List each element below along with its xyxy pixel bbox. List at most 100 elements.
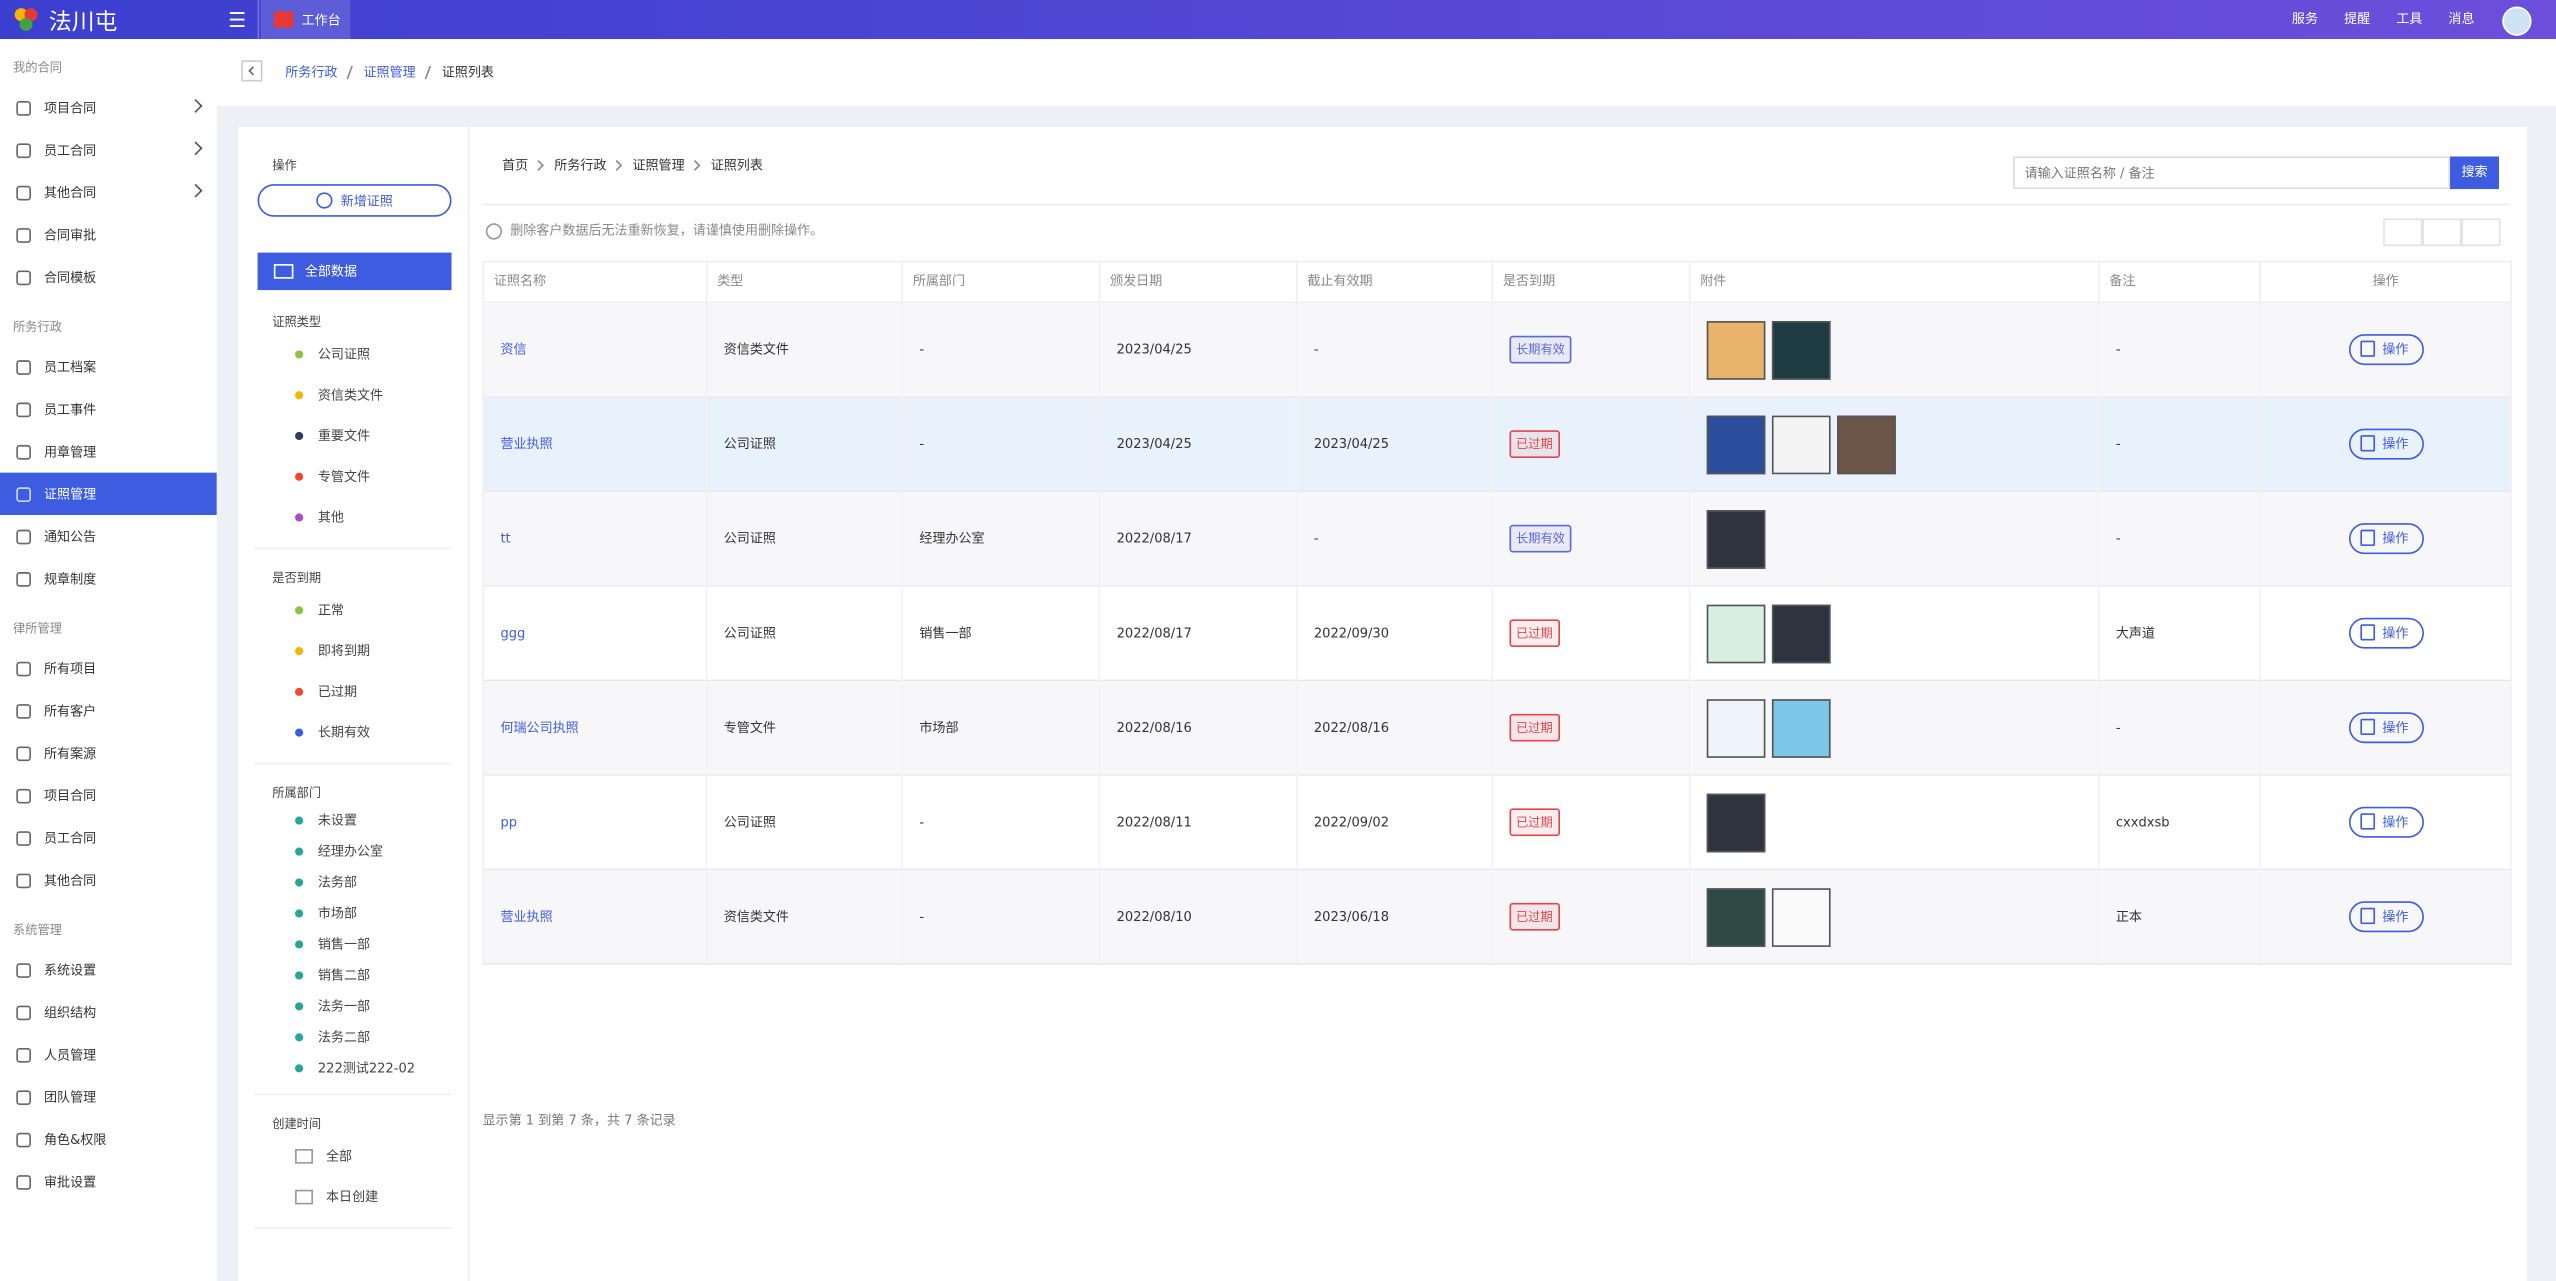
filter-item[interactable]: 未设置 xyxy=(254,805,451,836)
cell-attachments xyxy=(1690,870,2100,965)
toolbar-button[interactable] xyxy=(2422,218,2462,247)
header-link[interactable]: 提醒 xyxy=(2344,11,2371,27)
tab[interactable]: 工作台 xyxy=(260,0,351,40)
thumbnail[interactable] xyxy=(1771,320,1831,379)
nav-item[interactable]: 团队管理 xyxy=(0,1076,217,1118)
action-button[interactable]: 操作 xyxy=(2348,901,2424,933)
nav-item[interactable]: 员工合同 xyxy=(0,129,217,171)
cell-type: 专管文件 xyxy=(707,681,904,776)
filter-item[interactable]: 长期有效 xyxy=(254,712,451,753)
nav-item[interactable]: 项目合同 xyxy=(0,86,217,128)
add-button[interactable]: 新增证照 xyxy=(257,184,452,217)
header-link[interactable]: 消息 xyxy=(2448,11,2475,27)
cell-name[interactable]: 何瑞公司执照 xyxy=(484,681,708,776)
action-button[interactable]: 操作 xyxy=(2348,428,2424,460)
filter-dot xyxy=(295,1033,304,1042)
nav-icon xyxy=(16,1089,31,1105)
all-data[interactable]: 全部数据 xyxy=(257,252,452,291)
thumbnail[interactable] xyxy=(1706,603,1766,663)
filter-item[interactable]: 销售二部 xyxy=(254,960,451,991)
cell-name[interactable]: 营业执照 xyxy=(484,870,708,965)
nav-item[interactable]: 证照管理 xyxy=(0,472,217,516)
breadcrumb-item[interactable]: 首页 xyxy=(502,158,529,173)
filter-item[interactable]: 市场部 xyxy=(254,898,451,929)
action-button[interactable]: 操作 xyxy=(2348,617,2424,649)
action-button[interactable]: 操作 xyxy=(2348,334,2424,366)
action-button[interactable]: 操作 xyxy=(2348,712,2424,744)
thumbnail[interactable] xyxy=(1771,603,1831,663)
cell-expires: 2023/04/25 xyxy=(1297,397,1494,493)
filter-dot xyxy=(295,687,304,696)
header-link[interactable]: 工具 xyxy=(2396,11,2423,27)
nav-item[interactable]: 合同模板 xyxy=(0,256,217,298)
nav-item[interactable]: 人员管理 xyxy=(0,1033,217,1075)
nav-item[interactable]: 系统设置 xyxy=(0,949,217,991)
filter-item[interactable]: 全部 xyxy=(254,1136,451,1177)
nav-item[interactable]: 项目合同 xyxy=(0,774,217,816)
nav-item[interactable]: 规章制度 xyxy=(0,557,217,599)
nav-item[interactable]: 其他合同 xyxy=(0,859,217,901)
nav-item[interactable]: 用章管理 xyxy=(0,430,217,472)
nav-icon xyxy=(16,184,31,200)
avatar[interactable] xyxy=(2502,6,2532,36)
filter-item[interactable]: 已过期 xyxy=(254,671,451,712)
thumbnail[interactable] xyxy=(1706,320,1766,379)
cell-attachments xyxy=(1690,586,2100,682)
search-input[interactable] xyxy=(2013,156,2451,190)
nav-item[interactable]: 其他合同 xyxy=(0,171,217,213)
filter-item[interactable]: 专管文件 xyxy=(254,456,451,497)
nav-item[interactable]: 角色&权限 xyxy=(0,1118,217,1160)
nav-item[interactable]: 通知公告 xyxy=(0,515,217,557)
search-button[interactable]: 搜索 xyxy=(2450,156,2499,190)
filter-item[interactable]: 法务二部 xyxy=(254,1022,451,1053)
header-link[interactable]: 服务 xyxy=(2291,11,2319,27)
filter-label: 长期有效 xyxy=(317,725,371,740)
thumbnail[interactable] xyxy=(1771,887,1831,947)
filter-item[interactable]: 其他 xyxy=(254,497,451,538)
nav-item[interactable]: 合同审批 xyxy=(0,214,217,256)
thumbnail[interactable] xyxy=(1706,887,1766,947)
nav-item[interactable]: 组织结构 xyxy=(0,991,217,1033)
thumbnail[interactable] xyxy=(1706,698,1766,758)
filter-item[interactable]: 本日创建 xyxy=(254,1177,451,1218)
thumbnail[interactable] xyxy=(1771,414,1831,474)
nav-item[interactable]: 审批设置 xyxy=(0,1160,217,1202)
thumbnail[interactable] xyxy=(1706,792,1766,852)
thumbnail[interactable] xyxy=(1706,414,1766,474)
nav-item[interactable]: 所有项目 xyxy=(0,647,217,689)
filter-item[interactable]: 222测试222-02 xyxy=(254,1053,451,1084)
thumbnail[interactable] xyxy=(1771,698,1831,758)
cell-name[interactable]: 资信 xyxy=(484,303,708,398)
filter-item[interactable]: 法务部 xyxy=(254,867,451,898)
cell-name[interactable]: pp xyxy=(484,775,708,871)
filter-item[interactable]: 销售一部 xyxy=(254,929,451,960)
thumbnail[interactable] xyxy=(1706,509,1766,568)
action-button[interactable]: 操作 xyxy=(2348,806,2424,838)
menu-toggle[interactable] xyxy=(217,0,260,40)
breadcrumb-item[interactable]: 证照管理 xyxy=(632,158,685,173)
breadcrumb-item[interactable]: 所务行政 xyxy=(285,65,338,80)
filter-item[interactable]: 资信类文件 xyxy=(254,375,451,416)
breadcrumb-item[interactable]: 所务行政 xyxy=(554,158,607,173)
cell-name[interactable]: ggg xyxy=(484,586,708,682)
back-button[interactable] xyxy=(241,60,263,82)
filter-item[interactable]: 即将到期 xyxy=(254,631,451,672)
cell-name[interactable]: 营业执照 xyxy=(484,397,708,493)
filter-item[interactable]: 正常 xyxy=(254,590,451,631)
filter-item[interactable]: 重要文件 xyxy=(254,416,451,457)
action-button[interactable]: 操作 xyxy=(2348,523,2424,555)
toolbar-button[interactable] xyxy=(2383,218,2423,247)
thumbnail[interactable] xyxy=(1837,414,1896,474)
nav-item[interactable]: 所有客户 xyxy=(0,689,217,731)
cell-name[interactable]: tt xyxy=(484,492,708,587)
toolbar-button[interactable] xyxy=(2461,218,2501,247)
nav-item[interactable]: 员工事件 xyxy=(0,388,217,430)
all-icon xyxy=(273,264,294,279)
filter-item[interactable]: 法务一部 xyxy=(254,991,451,1022)
nav-item[interactable]: 所有案源 xyxy=(0,732,217,774)
nav-item[interactable]: 员工合同 xyxy=(0,817,217,859)
filter-item[interactable]: 经理办公室 xyxy=(254,836,451,867)
breadcrumb-item[interactable]: 证照管理 xyxy=(363,65,416,80)
filter-item[interactable]: 公司证照 xyxy=(254,334,451,375)
nav-item[interactable]: 员工档案 xyxy=(0,346,217,388)
